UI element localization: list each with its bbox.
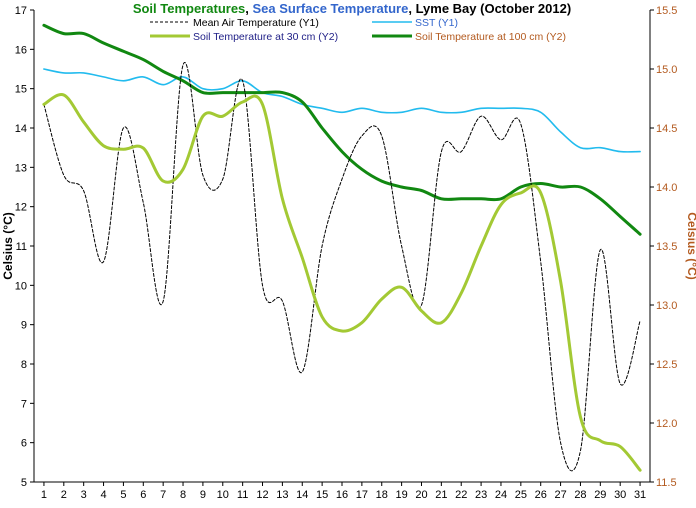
x-tick-label: 13 bbox=[276, 489, 288, 501]
x-tick-label: 21 bbox=[435, 489, 447, 501]
x-axis: 1 2 3 4 5 6 7 8 9 10 11 12 13 14 15 16 17 18 19 20 21 22 23 24 2… bbox=[41, 482, 646, 501]
x-tick-label: 26 bbox=[535, 489, 547, 501]
y2-tick-label: 14.0 bbox=[656, 182, 677, 194]
x-tick-label: 12 bbox=[256, 489, 268, 501]
y2-tick-label: 11.5 bbox=[656, 477, 677, 489]
legend-label: Soil Temperature at 30 cm (Y2) bbox=[193, 31, 338, 43]
x-tick-label: 15 bbox=[316, 489, 328, 501]
x-tick-label: 7 bbox=[160, 489, 166, 501]
y2-tick-label: 13.5 bbox=[656, 241, 677, 253]
x-tick-label: 25 bbox=[515, 489, 527, 501]
x-tick-label: 1 bbox=[41, 489, 47, 501]
x-tick-label: 4 bbox=[100, 489, 106, 501]
y1-tick-label: 17 bbox=[15, 5, 27, 17]
series-line-0 bbox=[43, 62, 641, 472]
x-tick-label: 18 bbox=[376, 489, 388, 501]
x-tick-label: 30 bbox=[614, 489, 626, 501]
x-tick-label: 22 bbox=[455, 489, 467, 501]
x-tick-label: 31 bbox=[634, 489, 646, 501]
x-tick-label: 5 bbox=[120, 489, 126, 501]
series-line-2 bbox=[42, 93, 642, 472]
x-tick-label: 27 bbox=[554, 489, 566, 501]
y2-tick-label: 15.0 bbox=[656, 64, 677, 76]
title-part: Soil Temperatures bbox=[133, 1, 245, 16]
title-part: , bbox=[245, 1, 252, 16]
title-part: Sea Surface Temperature bbox=[253, 1, 409, 16]
y2-tick-label: 13.0 bbox=[656, 300, 677, 312]
title-part: , Lyme Bay (October 2012) bbox=[408, 1, 571, 16]
y2-axis-title: Celsius (°C) bbox=[685, 212, 696, 279]
y1-tick-label: 10 bbox=[15, 280, 27, 292]
y1-tick-label: 15 bbox=[15, 84, 27, 96]
x-tick-label: 16 bbox=[336, 489, 348, 501]
y1-tick-label: 7 bbox=[21, 398, 27, 410]
legend: Mean Air Temperature (Y1) SST (Y1) Soil Te… bbox=[150, 17, 566, 43]
y1-tick-label: 13 bbox=[15, 162, 27, 174]
legend-label: Soil Temperature at 100 cm (Y2) bbox=[415, 31, 566, 43]
x-tick-label: 23 bbox=[475, 489, 487, 501]
x-tick-label: 2 bbox=[61, 489, 67, 501]
legend-label: Mean Air Temperature (Y1) bbox=[193, 17, 319, 29]
y1-tick-label: 11 bbox=[16, 241, 27, 253]
x-tick-label: 6 bbox=[140, 489, 146, 501]
y1-tick-label: 8 bbox=[21, 359, 27, 371]
x-tick-label: 17 bbox=[356, 489, 368, 501]
x-tick-label: 24 bbox=[495, 489, 507, 501]
x-tick-label: 29 bbox=[594, 489, 606, 501]
x-tick-label: 11 bbox=[237, 489, 248, 501]
series-line-1 bbox=[43, 68, 641, 153]
x-tick-label: 9 bbox=[200, 489, 206, 501]
x-tick-label: 19 bbox=[395, 489, 407, 501]
y1-tick-label: 9 bbox=[21, 320, 27, 332]
y1-tick-label: 12 bbox=[15, 202, 27, 214]
y1-tick-label: 5 bbox=[21, 477, 27, 489]
y2-axis: 11.5 12.0 12.5 13.0 13.5 14.0 14.5 15.0 15.5 bbox=[650, 5, 677, 489]
y1-axis: 5 6 7 8 9 10 11 12 13 14 15 16 17 bbox=[15, 5, 34, 489]
x-tick-label: 8 bbox=[180, 489, 186, 501]
x-tick-label: 3 bbox=[81, 489, 87, 501]
y2-tick-label: 15.5 bbox=[656, 5, 677, 17]
y2-tick-label: 14.5 bbox=[656, 123, 677, 135]
x-tick-label: 10 bbox=[217, 489, 229, 501]
y1-tick-label: 14 bbox=[15, 123, 27, 135]
y2-tick-label: 12.5 bbox=[656, 359, 677, 371]
x-tick-label: 28 bbox=[574, 489, 586, 501]
chart-title: Soil Temperatures, Sea Surface Temperatu… bbox=[133, 1, 571, 16]
y2-tick-label: 12.0 bbox=[656, 418, 677, 430]
series-layer bbox=[42, 23, 642, 472]
x-tick-label: 14 bbox=[296, 489, 308, 501]
y1-tick-label: 6 bbox=[21, 438, 27, 450]
y1-axis-title: Celsius (°C) bbox=[1, 212, 15, 279]
legend-label: SST (Y1) bbox=[415, 17, 458, 29]
x-tick-label: 20 bbox=[415, 489, 427, 501]
series-line-3 bbox=[42, 23, 642, 236]
y1-tick-label: 16 bbox=[15, 44, 27, 56]
